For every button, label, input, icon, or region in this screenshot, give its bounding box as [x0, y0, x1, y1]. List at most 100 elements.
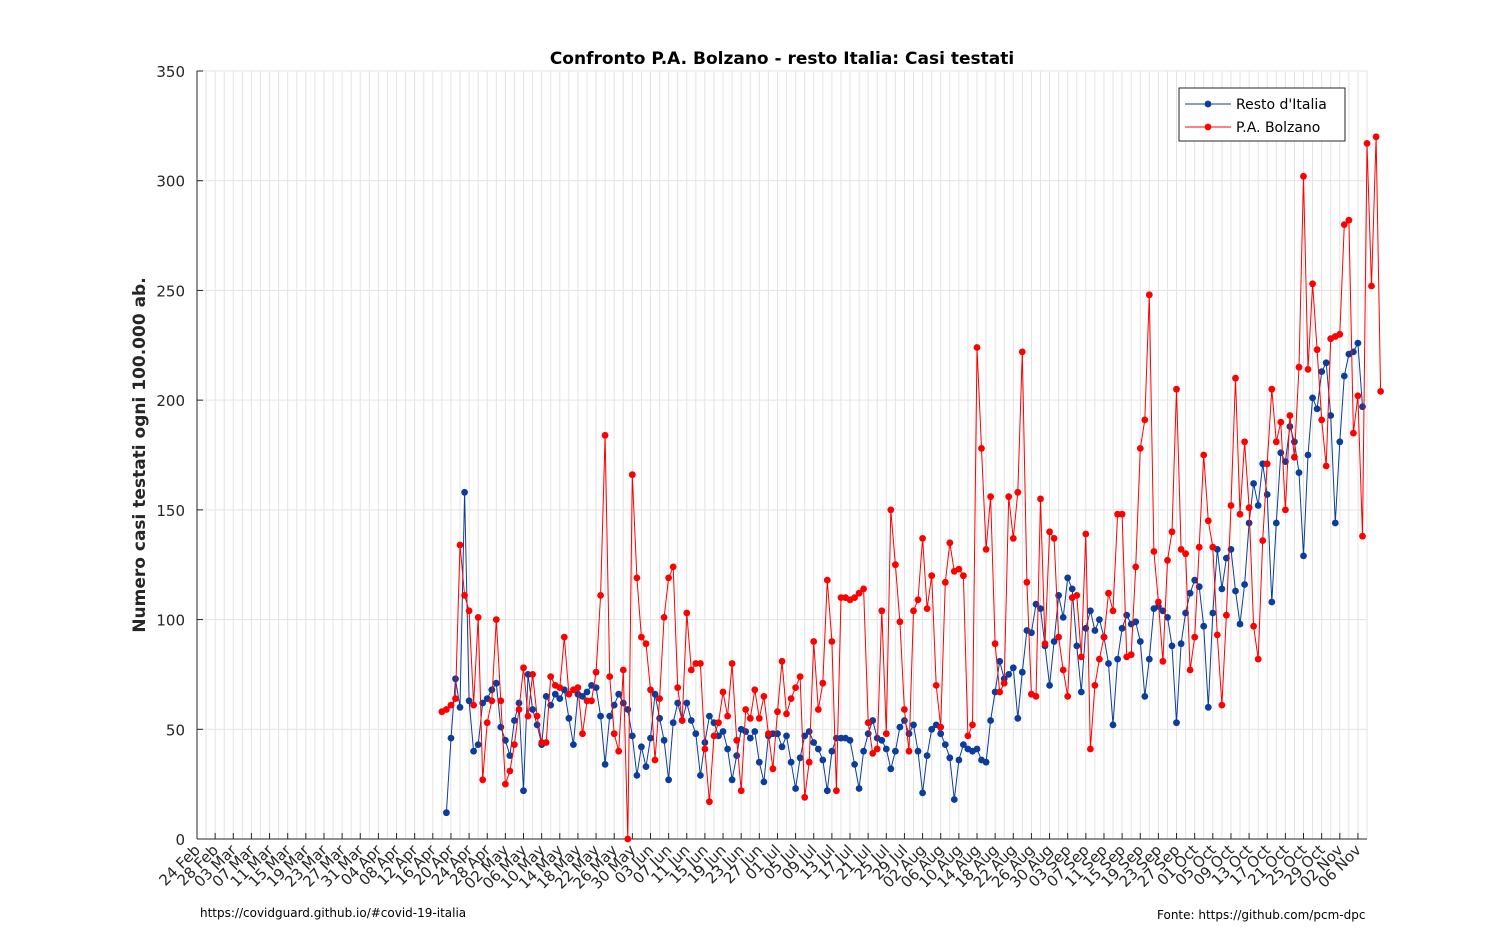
y-tick-label: 150 [156, 502, 185, 520]
data-point [488, 697, 496, 705]
chart-title: Confronto P.A. Bolzano - resto Italia: C… [550, 49, 1014, 69]
data-point [1105, 660, 1112, 667]
data-point [1377, 388, 1384, 395]
data-point [1327, 412, 1335, 419]
data-point [973, 344, 981, 351]
data-point [647, 734, 654, 742]
data-point [1236, 510, 1244, 518]
data-point [814, 745, 822, 753]
data-point [1141, 416, 1149, 424]
data-point [515, 699, 523, 707]
data-point [1005, 493, 1013, 501]
data-point [1268, 385, 1276, 393]
y-tick-label: 250 [156, 282, 185, 300]
data-point [855, 785, 863, 792]
data-point [905, 747, 913, 755]
data-point [724, 745, 731, 753]
data-point [656, 714, 663, 722]
data-point [1100, 633, 1108, 641]
data-point [719, 688, 727, 696]
data-point [1186, 666, 1194, 674]
data-point [1195, 543, 1203, 551]
series-line [441, 136, 1382, 840]
data-point [828, 638, 836, 645]
data-point [987, 493, 994, 501]
data-point [878, 607, 886, 615]
data-point [746, 714, 754, 722]
data-point [633, 772, 641, 779]
data-point [1059, 614, 1067, 621]
data-point [1164, 614, 1171, 621]
data-point [1064, 574, 1072, 582]
data-point [678, 717, 686, 724]
data-point [1177, 546, 1185, 553]
data-point [724, 712, 731, 720]
data-point [1096, 616, 1103, 623]
data-point [1005, 671, 1013, 678]
data-point [960, 741, 967, 748]
data-point [755, 714, 763, 722]
data-point [982, 758, 990, 766]
data-point [1037, 605, 1044, 612]
data-point [1159, 657, 1167, 665]
data-point [828, 747, 836, 755]
data-point [901, 706, 908, 713]
data-point [465, 697, 473, 705]
data-point [1118, 624, 1126, 632]
data-point [1114, 655, 1121, 663]
data-point [1023, 578, 1031, 586]
data-point [1277, 418, 1285, 426]
data-point [556, 695, 564, 702]
data-point [887, 765, 895, 773]
data-point [1286, 412, 1294, 419]
data-point [656, 695, 663, 702]
data-point [946, 754, 954, 762]
data-point [1250, 480, 1257, 487]
data-point [456, 541, 464, 549]
data-point [669, 563, 677, 571]
data-point [851, 761, 858, 768]
data-point [950, 796, 958, 803]
data-point [461, 488, 468, 496]
data-point [1359, 403, 1366, 411]
data-point [1236, 620, 1244, 628]
grid [196, 70, 1368, 840]
data-point [760, 693, 768, 700]
data-point [1232, 587, 1239, 595]
data-point [869, 750, 877, 757]
data-point [452, 695, 459, 702]
data-point [1223, 554, 1230, 562]
data-point [660, 736, 668, 744]
data-point [1155, 598, 1162, 606]
data-point [1213, 631, 1221, 639]
data-point [579, 730, 586, 738]
data-point [560, 633, 568, 641]
data-point [628, 732, 636, 740]
data-point [683, 609, 691, 617]
data-point [1073, 592, 1081, 599]
data-point [1136, 638, 1144, 645]
data-point [651, 690, 659, 698]
data-point [760, 778, 768, 786]
data-point [1336, 438, 1344, 446]
data-point [1082, 530, 1090, 538]
data-point [1168, 528, 1176, 536]
data-point [914, 747, 922, 755]
data-point [687, 717, 695, 724]
legend-entry: P.A. Bolzano [1236, 120, 1320, 136]
data-point [529, 671, 536, 678]
data-point [819, 679, 827, 687]
data-point [1191, 576, 1199, 584]
data-point [615, 747, 623, 755]
data-point [1032, 693, 1040, 700]
data-point [955, 565, 963, 573]
data-point [1132, 563, 1140, 571]
data-point [1340, 372, 1348, 380]
data-point [1028, 629, 1035, 637]
data-point [778, 743, 786, 751]
data-point [497, 723, 505, 731]
data-point [882, 745, 890, 753]
data-point [638, 633, 645, 641]
data-point [919, 789, 926, 797]
data-point [551, 690, 559, 698]
